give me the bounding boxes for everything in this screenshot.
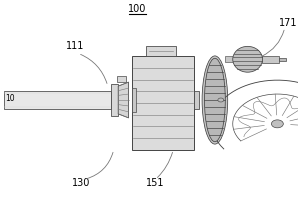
Text: 171: 171 bbox=[278, 18, 297, 28]
Bar bbox=[225, 56, 248, 62]
Ellipse shape bbox=[272, 120, 283, 128]
Text: 151: 151 bbox=[146, 178, 165, 188]
Ellipse shape bbox=[205, 58, 225, 142]
Ellipse shape bbox=[218, 98, 224, 102]
Ellipse shape bbox=[202, 56, 228, 144]
Text: 100: 100 bbox=[128, 4, 147, 14]
Text: 130: 130 bbox=[72, 178, 90, 188]
Bar bbox=[194, 91, 199, 109]
Bar bbox=[4, 91, 111, 109]
Ellipse shape bbox=[233, 46, 262, 72]
Bar bbox=[279, 58, 286, 61]
Bar bbox=[132, 56, 194, 150]
Bar bbox=[146, 46, 176, 56]
Bar bbox=[262, 56, 279, 63]
Polygon shape bbox=[118, 82, 129, 118]
Text: 111: 111 bbox=[66, 41, 84, 51]
Bar bbox=[118, 76, 126, 82]
Bar bbox=[132, 88, 136, 112]
Bar bbox=[111, 84, 118, 116]
Text: 10: 10 bbox=[5, 94, 15, 103]
